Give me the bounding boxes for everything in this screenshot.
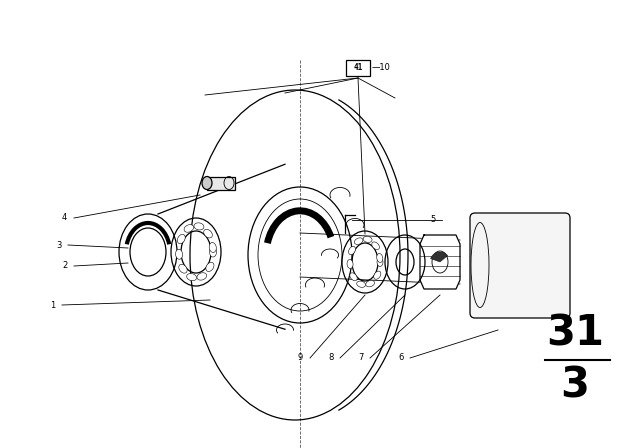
Text: 3: 3	[561, 365, 589, 407]
Ellipse shape	[187, 273, 196, 281]
Ellipse shape	[347, 259, 353, 268]
Ellipse shape	[184, 224, 193, 232]
Text: 4: 4	[62, 214, 67, 223]
Text: 41: 41	[353, 64, 363, 73]
Ellipse shape	[194, 223, 204, 230]
Text: 8: 8	[328, 353, 333, 362]
Ellipse shape	[204, 229, 212, 238]
Ellipse shape	[209, 247, 216, 257]
Ellipse shape	[355, 238, 363, 245]
Ellipse shape	[202, 177, 212, 190]
Ellipse shape	[349, 246, 355, 254]
Text: —10: —10	[372, 64, 391, 73]
Ellipse shape	[363, 236, 372, 242]
Ellipse shape	[209, 242, 216, 252]
FancyBboxPatch shape	[470, 213, 570, 318]
Ellipse shape	[175, 249, 182, 259]
Text: 2: 2	[62, 262, 67, 271]
Ellipse shape	[366, 280, 374, 287]
Ellipse shape	[377, 254, 383, 263]
Text: 31: 31	[546, 313, 604, 355]
Ellipse shape	[356, 281, 365, 287]
Ellipse shape	[374, 271, 381, 279]
Bar	[346, 60, 370, 76]
Bar	[207, 177, 235, 190]
Ellipse shape	[179, 264, 187, 273]
Wedge shape	[431, 252, 447, 262]
Ellipse shape	[372, 242, 380, 250]
Ellipse shape	[206, 263, 214, 271]
Text: 1: 1	[50, 301, 55, 310]
Text: 7: 7	[358, 353, 364, 362]
Ellipse shape	[177, 234, 185, 244]
Text: 3: 3	[56, 241, 61, 250]
Ellipse shape	[350, 273, 357, 281]
Ellipse shape	[377, 258, 383, 267]
Text: 9: 9	[298, 353, 303, 362]
Text: 6: 6	[398, 353, 403, 362]
Ellipse shape	[197, 273, 207, 280]
Text: 5: 5	[430, 215, 435, 224]
Polygon shape	[420, 235, 460, 289]
